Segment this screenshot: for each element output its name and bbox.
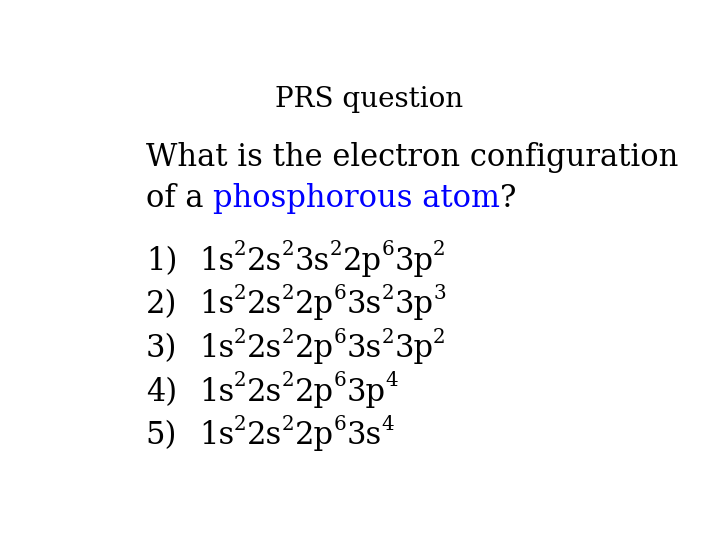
Text: of a: of a xyxy=(145,183,213,214)
Text: 3p: 3p xyxy=(394,246,433,276)
Text: 2: 2 xyxy=(433,328,446,347)
Text: 1s: 1s xyxy=(199,377,234,408)
Text: 2: 2 xyxy=(234,240,247,259)
Text: What is the electron configuration: What is the electron configuration xyxy=(145,141,678,173)
Text: 2p: 2p xyxy=(294,289,333,320)
Text: 3p: 3p xyxy=(394,289,433,320)
Text: 1): 1) xyxy=(145,246,177,276)
Text: 6: 6 xyxy=(333,284,346,303)
Text: 2: 2 xyxy=(282,240,294,259)
Text: 2: 2 xyxy=(234,372,247,390)
Text: PRS question: PRS question xyxy=(275,85,463,113)
Text: ?: ? xyxy=(500,183,516,214)
Text: 2p: 2p xyxy=(294,377,333,408)
Text: 3s: 3s xyxy=(346,289,382,320)
Text: 2p: 2p xyxy=(294,420,333,451)
Text: 1s: 1s xyxy=(199,420,234,451)
Text: 2p: 2p xyxy=(343,246,382,276)
Text: 6: 6 xyxy=(333,415,346,434)
Text: 1s: 1s xyxy=(199,289,234,320)
Text: 3p: 3p xyxy=(394,333,433,364)
Text: 1s: 1s xyxy=(199,246,234,276)
Text: 5): 5) xyxy=(145,420,177,451)
Text: 2: 2 xyxy=(282,328,294,347)
Text: 2s: 2s xyxy=(247,420,282,451)
Text: 3s: 3s xyxy=(294,246,330,276)
Text: 2: 2 xyxy=(282,415,294,434)
Text: 2s: 2s xyxy=(247,333,282,364)
Text: 2): 2) xyxy=(145,289,177,320)
Text: 6: 6 xyxy=(382,240,394,259)
Text: 2p: 2p xyxy=(294,333,333,364)
Text: 2: 2 xyxy=(433,240,446,259)
Text: 2: 2 xyxy=(234,328,247,347)
Text: 2: 2 xyxy=(330,240,343,259)
Text: 4: 4 xyxy=(385,372,398,390)
Text: 2: 2 xyxy=(382,328,394,347)
Text: 2s: 2s xyxy=(247,377,282,408)
Text: 2: 2 xyxy=(234,415,247,434)
Text: 6: 6 xyxy=(333,372,346,390)
Text: 6: 6 xyxy=(333,328,346,347)
Text: 2s: 2s xyxy=(247,246,282,276)
Text: 4: 4 xyxy=(382,415,394,434)
Text: 3: 3 xyxy=(433,284,446,303)
Text: 2: 2 xyxy=(282,372,294,390)
Text: phosphorous atom: phosphorous atom xyxy=(213,183,500,214)
Text: 1s: 1s xyxy=(199,333,234,364)
Text: 2: 2 xyxy=(282,284,294,303)
Text: 3s: 3s xyxy=(346,420,382,451)
Text: 2s: 2s xyxy=(247,289,282,320)
Text: 3s: 3s xyxy=(346,333,382,364)
Text: 4): 4) xyxy=(145,377,177,408)
Text: 2: 2 xyxy=(234,284,247,303)
Text: 3): 3) xyxy=(145,333,177,364)
Text: 2: 2 xyxy=(382,284,394,303)
Text: 3p: 3p xyxy=(346,377,385,408)
